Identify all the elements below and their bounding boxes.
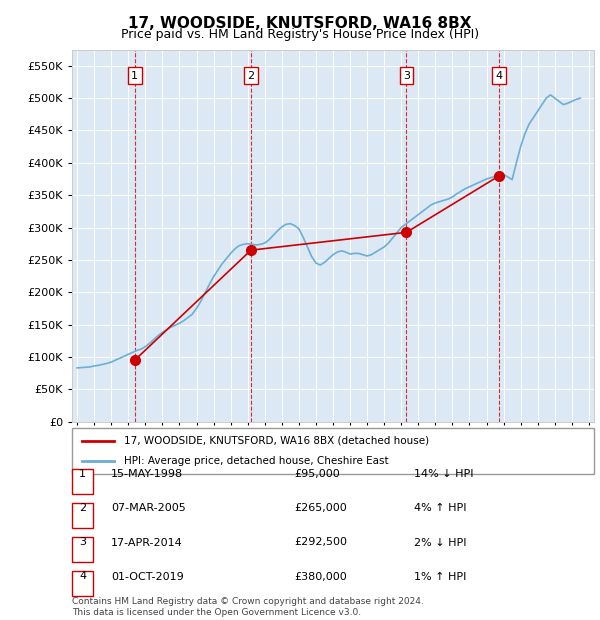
Text: 4: 4	[496, 71, 503, 81]
Text: 4: 4	[79, 571, 86, 582]
Text: 2: 2	[79, 503, 86, 513]
Text: 14% ↓ HPI: 14% ↓ HPI	[414, 469, 473, 479]
Text: 3: 3	[403, 71, 410, 81]
Text: HPI: Average price, detached house, Cheshire East: HPI: Average price, detached house, Ches…	[124, 456, 389, 466]
Text: £265,000: £265,000	[294, 503, 347, 513]
Text: Price paid vs. HM Land Registry's House Price Index (HPI): Price paid vs. HM Land Registry's House …	[121, 28, 479, 41]
Text: 01-OCT-2019: 01-OCT-2019	[111, 572, 184, 582]
Text: 17, WOODSIDE, KNUTSFORD, WA16 8BX: 17, WOODSIDE, KNUTSFORD, WA16 8BX	[128, 16, 472, 30]
Text: £95,000: £95,000	[294, 469, 340, 479]
Text: Contains HM Land Registry data © Crown copyright and database right 2024.
This d: Contains HM Land Registry data © Crown c…	[72, 598, 424, 617]
Text: 17, WOODSIDE, KNUTSFORD, WA16 8BX (detached house): 17, WOODSIDE, KNUTSFORD, WA16 8BX (detac…	[124, 436, 430, 446]
Text: 1: 1	[131, 71, 138, 81]
Text: 3: 3	[79, 537, 86, 547]
Text: 1: 1	[79, 469, 86, 479]
Text: 2% ↓ HPI: 2% ↓ HPI	[414, 538, 467, 547]
Text: 2: 2	[247, 71, 254, 81]
Text: £380,000: £380,000	[294, 572, 347, 582]
Text: 4% ↑ HPI: 4% ↑ HPI	[414, 503, 467, 513]
Text: 17-APR-2014: 17-APR-2014	[111, 538, 183, 547]
Text: 07-MAR-2005: 07-MAR-2005	[111, 503, 186, 513]
Text: 1% ↑ HPI: 1% ↑ HPI	[414, 572, 466, 582]
FancyBboxPatch shape	[72, 428, 594, 474]
Text: 15-MAY-1998: 15-MAY-1998	[111, 469, 183, 479]
Text: £292,500: £292,500	[294, 538, 347, 547]
